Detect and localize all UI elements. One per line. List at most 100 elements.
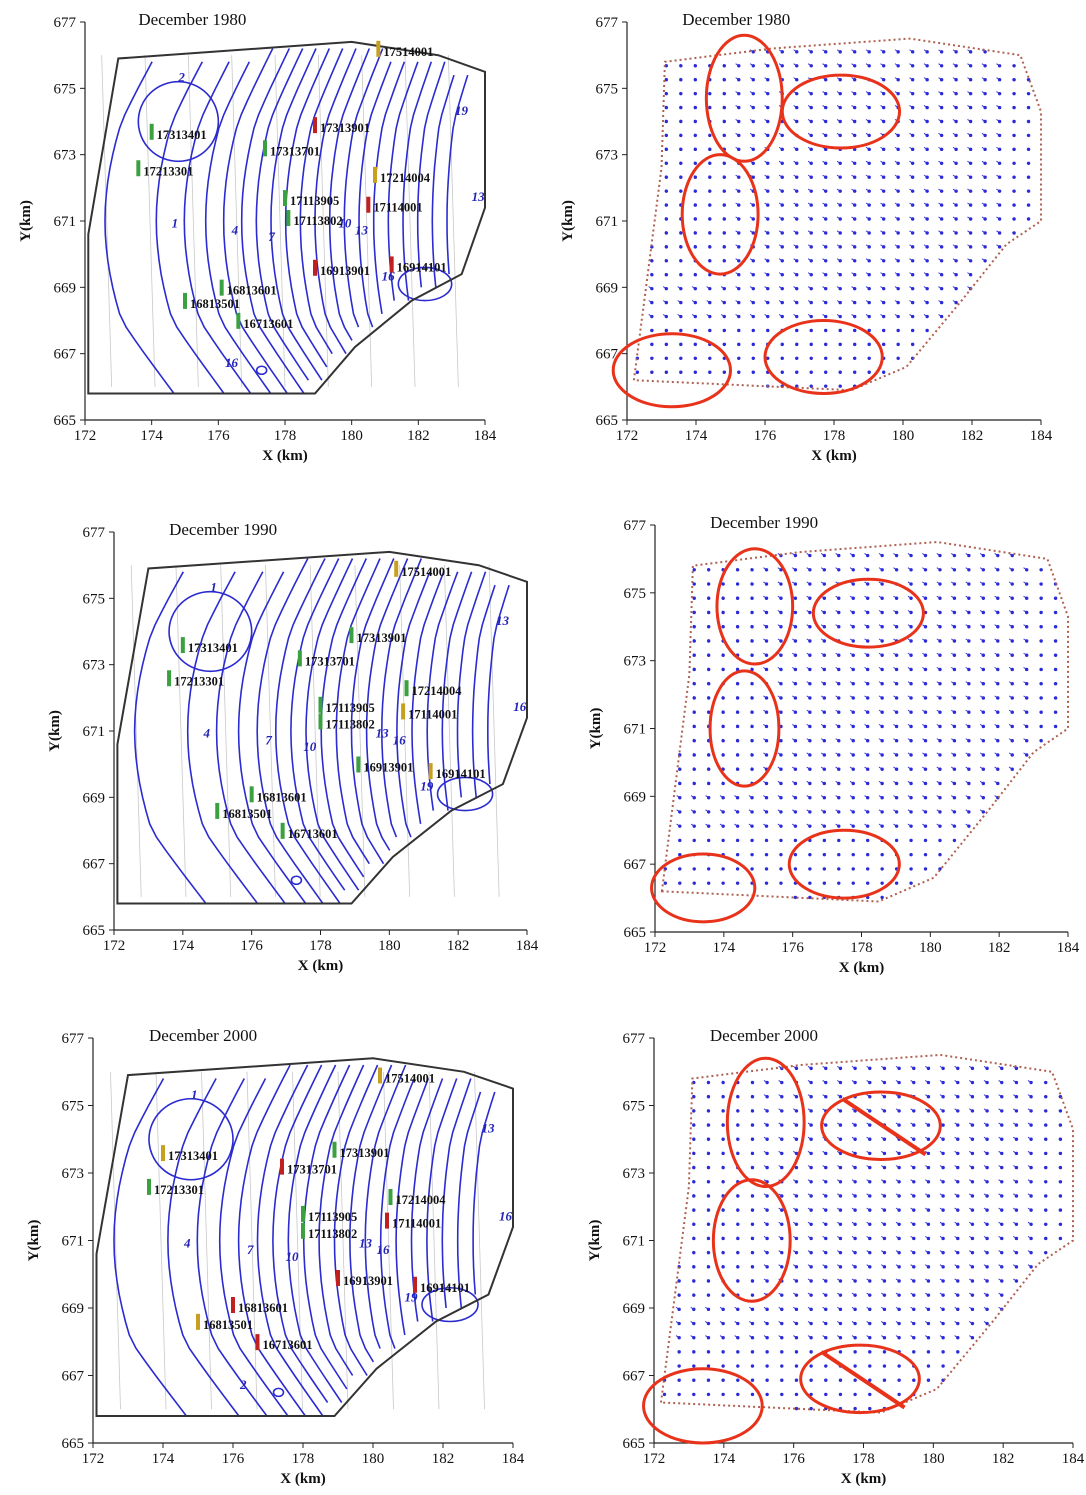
flow-vector-head (693, 231, 698, 235)
flow-vector-head (737, 286, 741, 291)
y-tick-label: 675 (623, 1099, 646, 1115)
contour-line (215, 571, 286, 904)
flow-vector-head (706, 795, 711, 800)
flow-vector-head (952, 682, 957, 686)
flow-vector-head (897, 1279, 901, 1283)
y-tick-label: 665 (623, 1436, 646, 1452)
flow-vector-head (838, 1392, 843, 1397)
flow-vector-head (851, 625, 855, 629)
flow-vector-head (764, 625, 769, 629)
flow-vector-head (1058, 1123, 1063, 1127)
well-marker (297, 650, 302, 667)
flow-vector-head (736, 1378, 740, 1382)
flow-vector-head (881, 203, 886, 207)
contour-line (426, 1078, 458, 1322)
flow-vector-head (664, 314, 669, 319)
grid-line (175, 565, 187, 897)
flow-vector-head (1025, 610, 1029, 615)
flow-vector-head (985, 1080, 989, 1085)
flow-vector-head (679, 356, 683, 361)
flow-vector-head (880, 753, 884, 757)
flow-vector-head (751, 231, 755, 235)
y-tick-label: 677 (83, 525, 106, 541)
flow-vector-head (1029, 1080, 1033, 1085)
flow-vector-head (1012, 217, 1016, 221)
flow-vector-head (985, 1265, 989, 1269)
flow-vector-head (706, 824, 711, 828)
flow-vector-head (880, 582, 884, 586)
flow-vector-head (780, 64, 784, 68)
flow-vector-head (1029, 1265, 1033, 1269)
x-tick-label: 180 (340, 428, 363, 444)
flow-vector-head (997, 189, 1002, 193)
flow-vector-head (750, 1222, 755, 1227)
flow-vector-head (853, 78, 857, 82)
flow-vector-head (721, 1151, 725, 1156)
flow-vector-head (750, 1321, 755, 1326)
flow-vector-head (735, 881, 740, 885)
flow-vector-head (938, 824, 942, 828)
flow-vector-head (1026, 203, 1031, 207)
flow-vector-head (865, 881, 870, 885)
flow-vector-head (853, 370, 857, 374)
well-marker (385, 1212, 389, 1229)
flow-vector-head (925, 64, 929, 68)
flow-vector-head (952, 810, 957, 814)
flow-vector-head (837, 724, 841, 729)
flow-vector-head (693, 64, 698, 68)
flow-vector-head (838, 1293, 843, 1297)
flow-vector-head (880, 710, 884, 714)
flow-vector-head (938, 610, 942, 615)
contour-level-label: 10 (286, 1249, 300, 1264)
flow-vector-head (751, 119, 755, 124)
x-tick-label: 172 (103, 938, 126, 954)
flow-vector-head (853, 1250, 857, 1255)
flow-vector-head (1010, 596, 1014, 600)
flow-vector-head (751, 91, 755, 96)
flow-vector-head (939, 78, 944, 82)
flow-vector-head (881, 175, 886, 179)
flow-vector-head (678, 795, 682, 800)
flow-vector-head (983, 175, 987, 179)
flow-vector-head (894, 739, 899, 743)
flow-vector-head (981, 582, 986, 586)
flow-vector-head (692, 1095, 696, 1099)
contour-level-label: 10 (338, 216, 352, 231)
flow-vector-head (896, 133, 900, 138)
contour-level-label: 16 (225, 355, 239, 370)
flow-vector-head (925, 91, 929, 96)
flow-vector-head (1029, 1165, 1033, 1170)
flow-vector-head (938, 710, 942, 714)
flow-vector-head (882, 1137, 887, 1141)
flow-vector-head (721, 810, 725, 814)
flow-vector-head (967, 795, 971, 800)
well-marker (255, 1334, 260, 1351)
flow-vector-head (896, 245, 900, 249)
y-tick-label: 667 (596, 347, 619, 363)
flow-vector-head (824, 1279, 828, 1283)
flow-vector-head (824, 1095, 828, 1099)
flow-vector-head (822, 838, 827, 843)
flow-vector-head (706, 1350, 711, 1354)
flow-vector-head (938, 582, 942, 586)
flow-vector-head (736, 1392, 740, 1397)
contour-line (358, 61, 392, 328)
flow-vector-head (736, 1208, 740, 1212)
flow-vector-head (912, 1137, 916, 1141)
flow-vector-head (1000, 1293, 1004, 1297)
flow-vector-head (764, 753, 769, 757)
flow-vector-head (721, 1250, 725, 1255)
flow-vector-head (956, 1208, 960, 1212)
flow-vector-head (750, 1293, 755, 1297)
flow-vector-head (809, 1279, 813, 1283)
contour-line (104, 61, 175, 394)
flow-vector-head (808, 739, 812, 743)
grid-line (488, 565, 500, 897)
flow-vector-head (765, 1165, 769, 1170)
flow-vector-head (706, 1137, 711, 1141)
flow-vector-head (751, 133, 755, 138)
flow-vector-head (882, 1378, 887, 1382)
flow-vector-head (766, 161, 770, 165)
flow-vector-head (868, 1265, 872, 1269)
flow-vector-head (809, 1151, 813, 1156)
